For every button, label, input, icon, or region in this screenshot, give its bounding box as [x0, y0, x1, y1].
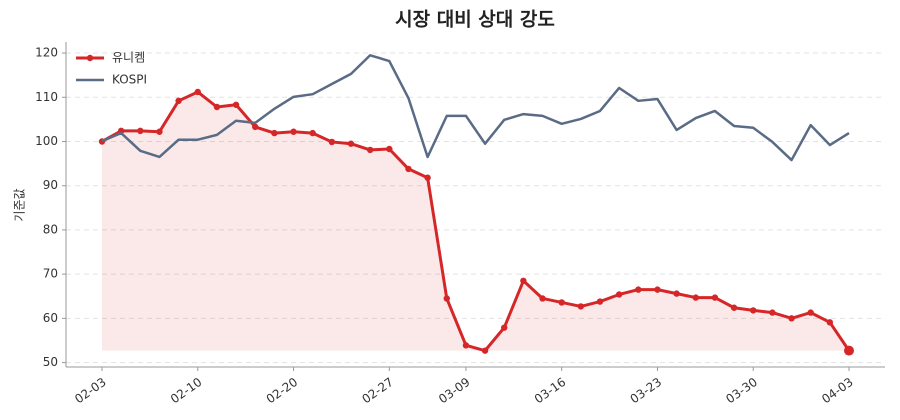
- x-tick-label: 03-30: [723, 375, 760, 406]
- point: [673, 290, 680, 297]
- point: [730, 304, 738, 311]
- legend-label: KOSPI: [112, 73, 147, 87]
- area: [102, 91, 849, 351]
- point: [654, 286, 661, 293]
- x-tick-label: 02-10: [168, 375, 205, 406]
- point: [405, 165, 412, 173]
- line: [101, 54, 850, 162]
- x-tick-label: 02-20: [264, 375, 301, 406]
- y-tick-label: 90: [43, 178, 58, 192]
- point: [481, 347, 489, 354]
- line: [101, 90, 851, 353]
- chart-title: 시장 대비 상대 강도: [395, 9, 555, 31]
- point: [424, 174, 431, 181]
- point: [596, 298, 604, 305]
- point: [750, 307, 757, 314]
- point: [252, 123, 259, 131]
- point: [194, 88, 201, 96]
- point: [309, 129, 316, 137]
- x-tick-label: 03-23: [628, 375, 665, 406]
- point: [635, 286, 642, 293]
- point: [692, 294, 699, 301]
- legend-marker: [86, 54, 94, 62]
- point: [844, 345, 854, 356]
- point: [366, 146, 374, 154]
- y-tick-label: 60: [43, 311, 58, 325]
- point: [462, 342, 470, 349]
- x-tick-label: 02-27: [359, 375, 396, 406]
- point: [271, 129, 278, 137]
- point: [290, 128, 297, 135]
- point: [769, 309, 776, 316]
- point: [826, 319, 834, 326]
- point: [175, 97, 182, 105]
- x-tick-label: 02-03: [72, 375, 109, 406]
- y-axis-label: 기준값: [13, 188, 27, 221]
- y-tick-label: 50: [43, 355, 58, 369]
- x-tick-label: 03-16: [532, 375, 569, 406]
- point: [788, 315, 795, 322]
- point: [520, 277, 527, 284]
- point: [443, 295, 450, 302]
- point: [558, 299, 565, 306]
- point: [501, 324, 508, 331]
- point: [232, 101, 240, 108]
- point: [328, 138, 336, 146]
- point: [386, 145, 393, 153]
- y-tick-label: 110: [35, 90, 58, 104]
- point: [347, 140, 355, 147]
- y-tick-label: 100: [35, 134, 58, 148]
- point: [137, 127, 144, 135]
- y-tick-label: 70: [43, 267, 58, 281]
- legend-label: 유니켐: [112, 51, 145, 65]
- x-tick-label: 04-03: [819, 375, 856, 406]
- point: [615, 291, 623, 298]
- point: [213, 103, 221, 111]
- point: [711, 294, 719, 301]
- point: [156, 128, 163, 135]
- y-tick-label: 80: [43, 222, 58, 236]
- point: [577, 303, 585, 310]
- y-tick-label: 120: [35, 46, 58, 60]
- point: [807, 309, 814, 316]
- point: [539, 295, 546, 302]
- x-tick-label: 03-09: [436, 375, 473, 406]
